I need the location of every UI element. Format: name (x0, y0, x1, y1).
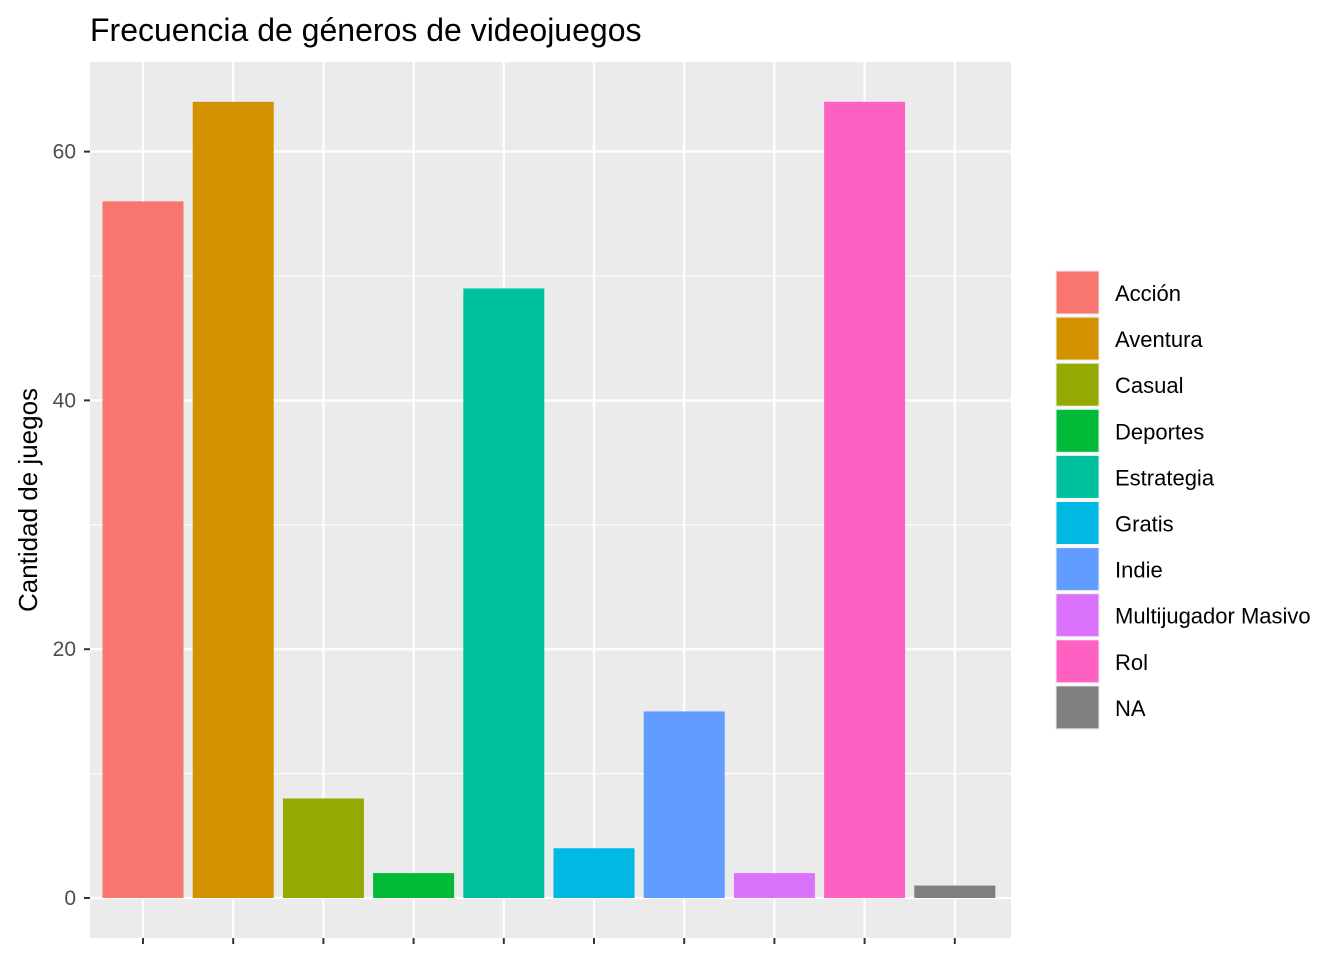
legend-swatch-1 (1056, 271, 1099, 314)
y-tick-label: 40 (53, 389, 76, 412)
legend-label-1: Acción (1115, 281, 1181, 306)
x-axis (142, 938, 956, 944)
legend-swatch-7 (1056, 548, 1099, 591)
legend-swatch-4 (1056, 409, 1099, 452)
legend-swatch-3 (1056, 363, 1099, 406)
bar-7 (643, 711, 725, 898)
legend-label-4: Deportes (1115, 419, 1204, 444)
bar-2 (192, 101, 274, 899)
y-tick-label: 20 (53, 638, 76, 661)
legend-label-10: NA (1115, 696, 1146, 721)
legend-label-5: Estrategia (1115, 465, 1215, 490)
y-axis-label: Cantidad de juegos (13, 388, 43, 612)
bar-9 (824, 101, 906, 899)
legend-swatch-9 (1056, 640, 1099, 683)
bar-5 (463, 288, 545, 898)
bar-10 (914, 885, 996, 898)
bars-group (102, 101, 996, 899)
legend-label-8: Multijugador Masivo (1115, 604, 1311, 629)
legend-label-6: Gratis (1115, 512, 1174, 537)
bar-4 (373, 873, 455, 898)
legend-swatch-8 (1056, 594, 1099, 637)
bar-8 (733, 873, 815, 898)
legend-swatch-6 (1056, 502, 1099, 544)
legend-swatch-5 (1056, 455, 1099, 498)
y-axis: 0 20 40 60 (53, 141, 90, 910)
legend-label-3: Casual (1115, 373, 1183, 398)
legend-label-7: Indie (1115, 558, 1163, 583)
legend: Acción Aventura Casual Deportes Estrategia Gr… (1055, 270, 1311, 730)
bar-6 (553, 848, 635, 898)
legend-label-9: Rol (1115, 650, 1148, 675)
bar-3 (282, 798, 364, 898)
y-tick-label: 0 (64, 887, 76, 910)
legend-swatch-10 (1056, 686, 1099, 729)
y-tick-label: 60 (53, 141, 76, 164)
legend-label-2: Aventura (1115, 327, 1203, 352)
bar-1 (102, 201, 184, 899)
chart-title: Frecuencia de géneros de videojuegos (90, 12, 641, 48)
legend-swatch-2 (1056, 317, 1099, 360)
